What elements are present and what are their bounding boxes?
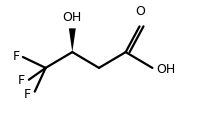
Text: O: O bbox=[136, 5, 146, 19]
Text: F: F bbox=[24, 88, 31, 101]
Text: OH: OH bbox=[156, 63, 176, 76]
Text: F: F bbox=[13, 50, 20, 63]
Text: OH: OH bbox=[63, 11, 82, 24]
Text: F: F bbox=[18, 74, 25, 87]
Polygon shape bbox=[69, 28, 76, 52]
